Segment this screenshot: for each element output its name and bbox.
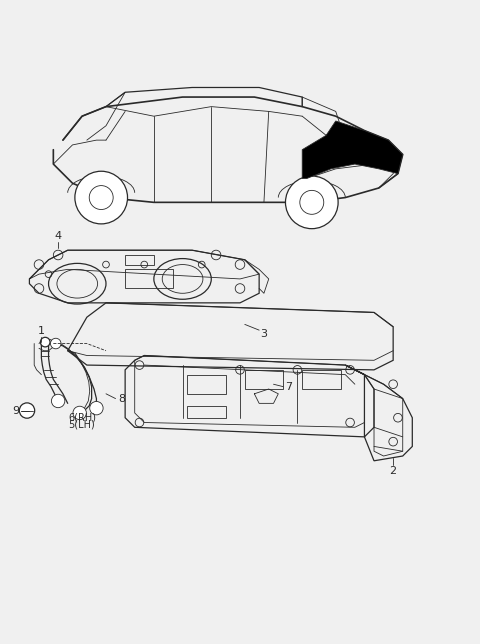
Text: 1: 1 [38, 327, 45, 336]
Circle shape [51, 394, 65, 408]
Circle shape [19, 403, 35, 418]
Text: 6(RH): 6(RH) [68, 413, 96, 422]
Text: 2: 2 [390, 466, 396, 475]
Circle shape [50, 338, 61, 349]
Circle shape [40, 337, 50, 347]
Polygon shape [302, 121, 403, 178]
Circle shape [89, 185, 113, 209]
Circle shape [300, 191, 324, 214]
Circle shape [90, 401, 103, 415]
Circle shape [75, 171, 128, 224]
Bar [187, 406, 226, 418]
Circle shape [73, 406, 86, 420]
Text: 9: 9 [12, 406, 19, 415]
Text: 8: 8 [118, 393, 125, 404]
Bar [125, 255, 154, 265]
Bar [302, 370, 340, 389]
Text: 7: 7 [286, 382, 293, 392]
Text: 4: 4 [55, 231, 62, 241]
Text: 5(LH): 5(LH) [69, 420, 96, 430]
Bar [187, 375, 226, 393]
Text: 3: 3 [261, 329, 267, 339]
Circle shape [286, 176, 338, 229]
Bar [125, 269, 173, 289]
Bar [245, 370, 283, 389]
